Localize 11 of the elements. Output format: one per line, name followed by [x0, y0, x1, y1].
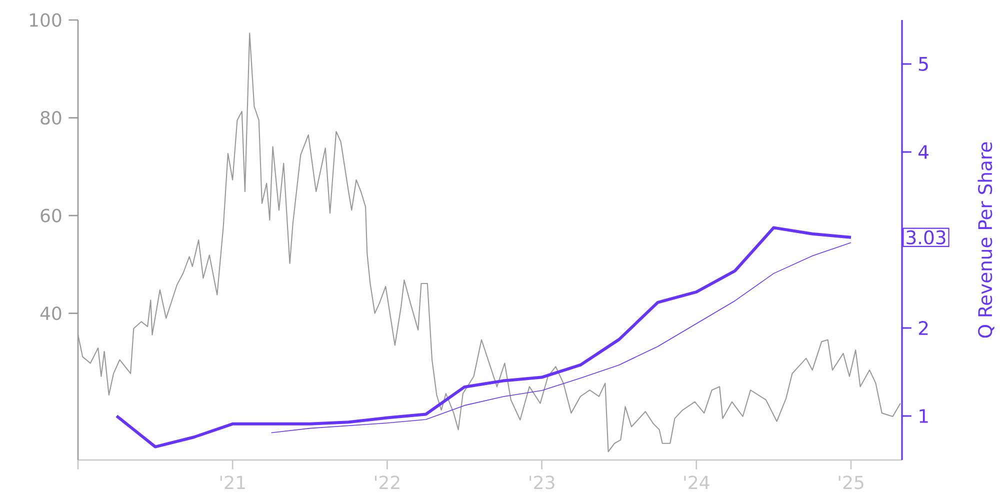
y-tick-label: 80: [40, 110, 62, 125]
y2-axis-title: Q Revenue Per Share: [978, 142, 994, 338]
line-series: [115, 226, 852, 448]
y2-tick-label: 5: [919, 57, 928, 71]
y2-tick-label: 1: [920, 409, 928, 423]
y2-tick-label: 2: [918, 321, 928, 335]
y-tick-label: 100: [30, 13, 62, 27]
y2-tick-label: 4: [918, 145, 928, 159]
y-tick-label: 40: [40, 306, 62, 320]
y-tick-label: 60: [40, 208, 62, 222]
text: 3.03: [906, 230, 946, 244]
